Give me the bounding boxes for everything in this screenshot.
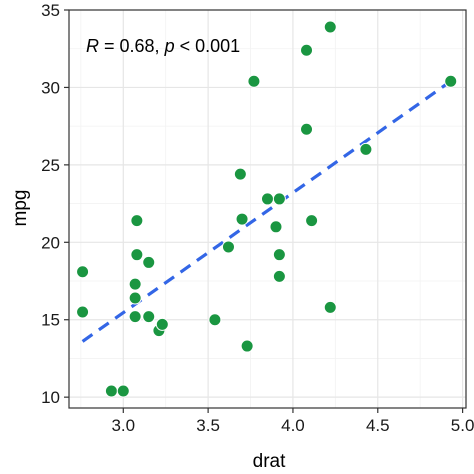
y-tick-label: 20 [41, 233, 60, 252]
data-point [240, 339, 254, 353]
data-point [116, 384, 130, 398]
data-point [323, 300, 337, 314]
y-tick-label: 15 [41, 311, 60, 330]
correlation-annotation: R = 0.68, p < 0.001 [86, 36, 240, 56]
x-tick-label: 5.0 [451, 416, 474, 435]
x-axis: 3.0 3.5 4.0 4.5 5.0 [111, 408, 474, 435]
data-point [233, 167, 247, 181]
plot-panel-border [68, 9, 467, 409]
data-point [142, 255, 156, 269]
y-tick-label: 30 [41, 78, 60, 97]
x-tick-label: 4.5 [366, 416, 390, 435]
data-point [128, 310, 142, 324]
data-point [323, 20, 337, 34]
r-value-text: = 0.68, [99, 36, 165, 56]
data-point [300, 122, 314, 136]
data-point [247, 74, 261, 88]
data-point [128, 277, 142, 291]
data-point [128, 291, 142, 305]
data-point [261, 192, 274, 206]
x-tick-label: 4.0 [281, 416, 305, 435]
x-tick-label: 3.5 [196, 416, 220, 435]
y-tick-label: 35 [41, 1, 60, 20]
p-symbol: p [164, 36, 175, 56]
y-axis-title: mpg [10, 190, 31, 227]
data-point [104, 384, 118, 398]
y-tick-label: 10 [41, 388, 60, 407]
data-points [76, 20, 458, 398]
data-point [272, 269, 286, 283]
data-point [208, 313, 222, 327]
data-point [155, 317, 169, 331]
y-axis: 10 15 20 25 30 35 [41, 1, 69, 407]
y-tick-label: 25 [41, 156, 60, 175]
data-point [76, 265, 90, 279]
data-point [269, 220, 283, 234]
data-point [444, 74, 458, 88]
data-point [76, 305, 90, 319]
p-value-text: < 0.001 [175, 36, 241, 56]
grid-lines [69, 9, 466, 408]
data-point [221, 240, 235, 254]
data-point [272, 248, 286, 262]
data-point [130, 248, 144, 262]
trend-line [81, 79, 452, 343]
data-point [142, 310, 156, 324]
data-point [235, 212, 249, 226]
data-point [300, 43, 314, 57]
r-symbol: R [86, 36, 99, 56]
data-point [130, 214, 144, 228]
data-point [359, 142, 373, 156]
x-tick-label: 3.0 [111, 416, 135, 435]
data-point [272, 192, 286, 206]
x-axis-title: drat [253, 451, 286, 472]
data-point [305, 214, 319, 228]
